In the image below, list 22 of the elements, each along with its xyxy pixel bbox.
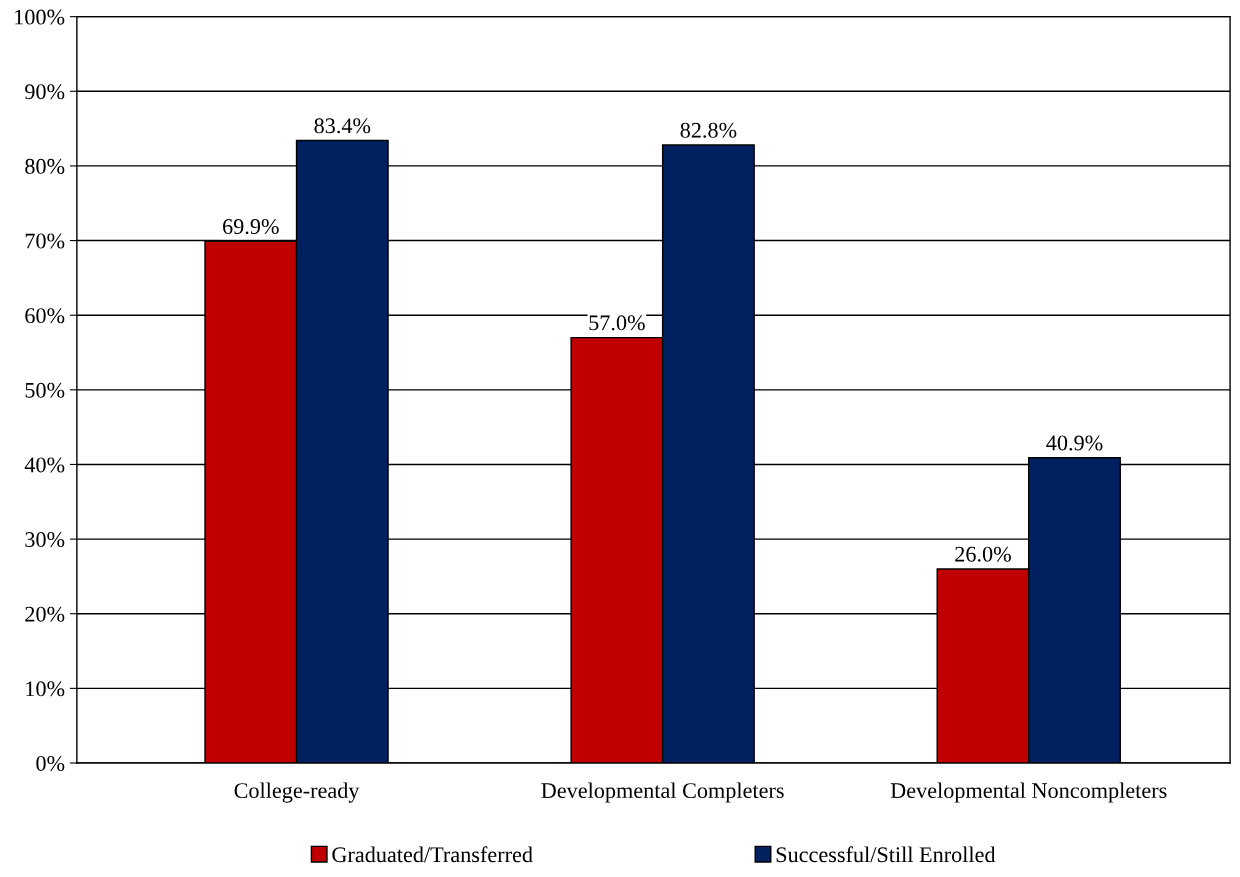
y-tick-label: 100% bbox=[15, 9, 65, 25]
legend-label: Successful/Still Enrolled bbox=[776, 846, 996, 863]
data-label: 69.9% bbox=[223, 219, 279, 235]
y-tick-label: 70% bbox=[25, 233, 65, 249]
x-tick-label: Developmental Noncompleters bbox=[890, 782, 1167, 803]
y-tick-label: 10% bbox=[26, 681, 65, 697]
x-tick-label: College-ready bbox=[234, 782, 360, 803]
data-label: 82.8% bbox=[680, 122, 737, 138]
y-tick-label: 80% bbox=[25, 158, 65, 174]
y-tick-label: 30% bbox=[25, 532, 65, 548]
y-tick-label: 20% bbox=[25, 606, 65, 622]
y-tick-label: 50% bbox=[25, 382, 65, 398]
legend-label: Graduated/Transferred bbox=[332, 846, 533, 863]
data-label: 26.0% bbox=[955, 546, 1011, 562]
y-tick-label: 40% bbox=[24, 457, 65, 473]
y-tick-label: 60% bbox=[25, 308, 65, 324]
data-label: 40.9% bbox=[1046, 435, 1103, 451]
y-tick-label: 0% bbox=[36, 755, 65, 771]
data-label: 57.0% bbox=[589, 315, 645, 331]
y-tick-label: 90% bbox=[25, 84, 65, 100]
x-tick-label: Developmental Completers bbox=[541, 782, 784, 803]
data-label: 83.4% bbox=[314, 118, 371, 134]
